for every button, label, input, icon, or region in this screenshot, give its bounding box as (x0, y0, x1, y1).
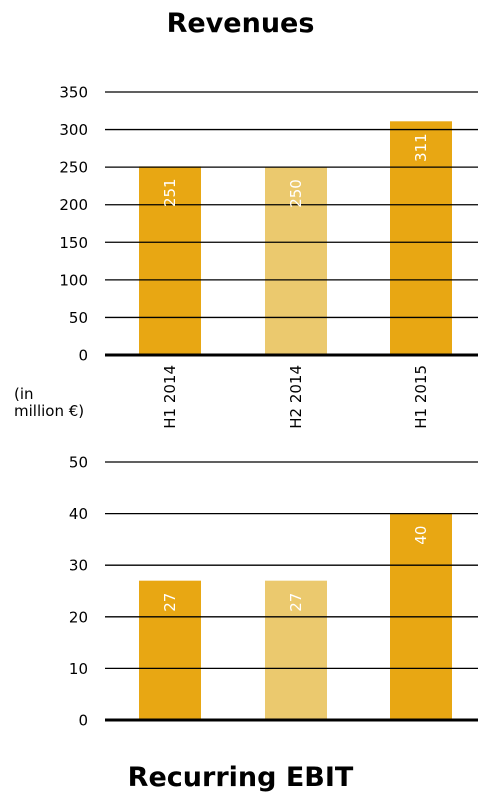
y-tick-label: 20 (69, 608, 88, 626)
bar-h2-2014 (265, 167, 327, 355)
data-label: 250 (287, 179, 305, 208)
y-tick-label: 100 (59, 271, 88, 289)
x-tick-label: H1 2015 (412, 365, 430, 429)
bar-h1-2014 (139, 166, 201, 355)
y-tick-label: 50 (69, 309, 88, 327)
bar-h1-2014 (139, 580, 201, 720)
y-tick-label: 40 (69, 505, 88, 523)
chart-title-revenues: Revenues (166, 8, 315, 39)
y-tick-label: 0 (78, 347, 88, 365)
data-label: 311 (412, 133, 430, 162)
y-tick-label: 10 (69, 660, 88, 678)
unit-label: (in million €) (14, 386, 84, 420)
y-tick-label: 150 (59, 234, 88, 252)
x-tick-label: H2 2014 (287, 365, 305, 429)
y-tick-label: 300 (59, 121, 88, 139)
data-label: 251 (161, 178, 179, 207)
y-tick-label: 350 (59, 84, 88, 102)
bar-h2-2014 (265, 580, 327, 720)
chart-title-recurring-ebit: Recurring EBIT (127, 762, 354, 793)
unit-label-text: (in million €) (14, 385, 85, 420)
y-tick-label: 50 (69, 454, 88, 472)
y-tick-label: 250 (59, 159, 88, 177)
y-tick-label: 30 (69, 557, 88, 575)
bar-h1-2015 (390, 121, 452, 355)
y-tick-label: 0 (78, 712, 88, 730)
y-tick-label: 200 (59, 196, 88, 214)
data-label: 27 (161, 593, 179, 612)
data-label: 27 (287, 593, 305, 612)
x-tick-label: H1 2014 (161, 365, 179, 429)
data-label: 40 (412, 526, 430, 545)
